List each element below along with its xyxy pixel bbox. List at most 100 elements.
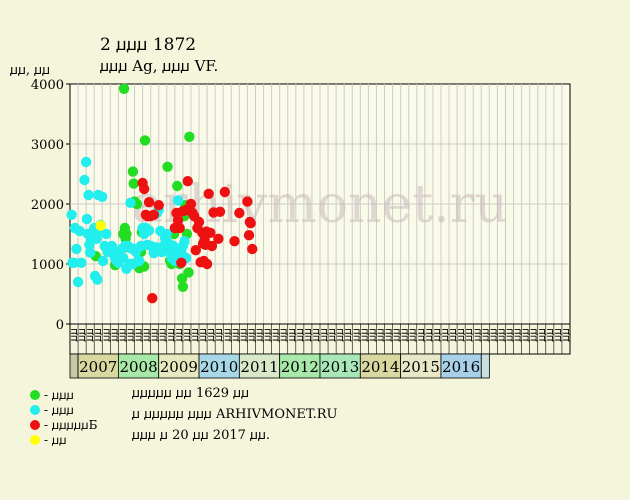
data-point [229, 236, 240, 247]
half-year-label: ꙡꙡ [325, 328, 338, 341]
year-band [158, 353, 200, 379]
data-point [247, 243, 258, 255]
legend-label: - ꙡꙡꙡ [44, 403, 74, 417]
year-band [319, 353, 361, 379]
half-year-label: ꙡꙡ [253, 328, 266, 341]
half-year-label: ꙡꙡ [494, 328, 507, 341]
half-year-label: ꙡꙡ [519, 328, 532, 341]
data-point [183, 267, 194, 278]
half-year-label: ꙡꙡ [543, 328, 556, 341]
half-year-label: ꙡꙡ [551, 328, 564, 341]
data-point [121, 228, 132, 240]
year-label: 2008 [119, 358, 157, 376]
data-point [83, 189, 94, 201]
half-year-label: ꙡꙡ [228, 328, 241, 341]
half-year-label: ꙡꙡ [430, 328, 443, 341]
data-point [127, 166, 139, 177]
half-year-label: ꙡꙡ [462, 328, 475, 341]
data-point [214, 206, 226, 217]
half-year-label: ꙡꙡ [559, 328, 572, 341]
data-point [84, 247, 96, 258]
data-point [101, 228, 112, 240]
legend-item: - ꙡꙡꙡ [30, 386, 74, 403]
year-band [440, 353, 482, 379]
data-point [71, 243, 82, 255]
half-year-label: ꙡꙡ [212, 328, 225, 341]
half-year-label: ꙡꙡ [180, 328, 193, 341]
data-point [182, 176, 193, 187]
half-year-label: ꙡꙡ [277, 328, 290, 341]
half-year-label: ꙡꙡ [91, 328, 104, 341]
half-year-label: ꙡꙡ [99, 328, 112, 341]
chart-title: 2 ꙡꙡꙡ 1872 [100, 35, 197, 55]
half-year-label: ꙡꙡ [446, 328, 459, 341]
legend-item: - ꙡꙡ [30, 431, 67, 448]
half-year-label: ꙡꙡ [527, 328, 540, 341]
half-year-label: ꙡꙡ [196, 328, 209, 341]
half-year-label: ꙡꙡ [333, 328, 346, 341]
half-year-label: ꙡꙡ [220, 328, 233, 341]
footer-line-3: ꙡꙡꙡ ꙡ 20 ꙡꙡ 2017 ꙡꙡ. [132, 428, 271, 443]
half-year-label: ꙡꙡ [382, 328, 395, 341]
year-label: 2012 [281, 358, 319, 376]
half-year-label: ꙡꙡ [148, 328, 161, 341]
half-year-label: ꙡꙡ [236, 328, 249, 341]
data-point [177, 281, 189, 292]
half-year-label: ꙡꙡ [309, 328, 322, 341]
half-year-label: ꙡꙡ [511, 328, 524, 341]
half-year-label: ꙡꙡ [67, 328, 80, 341]
year-band [480, 353, 490, 379]
data-point [179, 236, 190, 247]
half-year-label: ꙡꙡ [486, 328, 499, 341]
half-year-label: ꙡꙡ [414, 328, 427, 341]
footer-line-2: ꙡ ꙡꙡꙡꙡꙡ ꙡꙡꙡ ARHIVMONET.RU [132, 407, 338, 422]
half-year-label: ꙡꙡ [188, 328, 201, 341]
data-point [81, 213, 93, 225]
chart-subtitle: ꙡꙡꙡ Ag, ꙡꙡꙡ VF. [100, 57, 219, 75]
data-point [201, 258, 213, 270]
year-label: 2016 [442, 358, 480, 376]
data-point [74, 225, 85, 237]
half-year-label: ꙡꙡ [470, 328, 483, 341]
legend-marker [30, 389, 40, 400]
year-label: 2007 [79, 358, 117, 376]
half-year-label: ꙡꙡ [83, 328, 96, 341]
y-tick-label: 1000 [31, 258, 64, 273]
data-point [148, 209, 160, 220]
year-band [279, 353, 321, 379]
legend-marker [30, 404, 40, 415]
data-point [176, 257, 187, 268]
data-point [190, 245, 202, 256]
data-point [162, 161, 173, 172]
data-point [205, 227, 216, 238]
year-label: 2009 [160, 358, 198, 376]
half-year-label: ꙡꙡ [115, 328, 128, 341]
year-band [400, 353, 442, 379]
half-year-label: ꙡꙡ [285, 328, 298, 341]
data-point [184, 131, 195, 142]
data-point [172, 215, 184, 226]
legend-item: - ꙡꙡꙡꙡꙡБ [30, 416, 97, 433]
half-year-label: ꙡꙡ [365, 328, 378, 341]
half-year-label: ꙡꙡ [75, 328, 88, 341]
data-point [161, 228, 172, 240]
data-point [234, 207, 245, 219]
data-point [79, 174, 90, 186]
half-year-label: ꙡꙡ [132, 328, 145, 341]
data-point [143, 225, 155, 236]
data-point [185, 198, 197, 210]
data-point [193, 216, 205, 228]
y-tick-label: 4000 [31, 78, 64, 93]
half-year-label: ꙡꙡ [535, 328, 548, 341]
data-point [147, 293, 158, 304]
legend-item: - ꙡꙡꙡ [30, 401, 74, 418]
data-point [244, 216, 256, 228]
year-band [238, 353, 281, 379]
half-year-label: ꙡꙡ [341, 328, 354, 341]
half-year-label: ꙡꙡ [373, 328, 386, 341]
data-point [134, 255, 145, 267]
half-year-label: ꙡꙡ [398, 328, 411, 341]
footer-line-1: ꙡꙡꙡꙡꙡ ꙡꙡ 1629 ꙡꙡ [132, 386, 250, 401]
half-year-label: ꙡꙡ [107, 328, 120, 341]
